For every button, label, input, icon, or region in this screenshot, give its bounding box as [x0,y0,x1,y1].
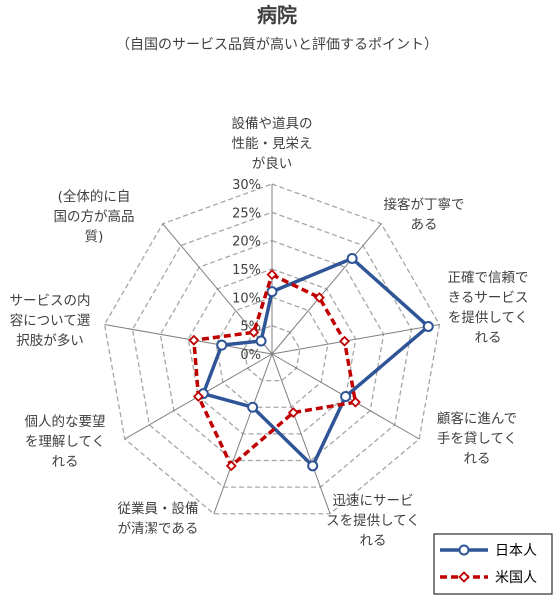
category-label: 顧客に進んで手を貸してくれる [437,410,517,467]
category-labels: 設備や道具の性能・見栄えが良い接客が丁寧である正確で信頼できるサービスを提供して… [10,116,529,549]
legend-label: 米国人 [495,570,537,586]
grid-ring [103,183,441,515]
series-line [201,256,431,468]
grid-spoke [271,353,331,514]
series-line [192,272,358,468]
data-point [313,292,325,304]
category-label: 設備や道具の性能・見栄えが良い [232,116,313,172]
tick-label: 0% [240,348,261,363]
grid-spoke [213,353,273,514]
category-label: 従業員・設備が清潔である [118,501,199,537]
category-label: 個人的な要望を理解してくれる [25,414,106,470]
legend-label: 日本人 [495,543,537,559]
data-point [422,320,434,332]
grid-spoke [104,323,273,355]
data-point [192,391,204,402]
data-point [340,391,352,402]
category-label: サービスの内容について選択肢が多い [10,293,91,349]
data-point [307,460,319,472]
grid-spoke [271,223,382,355]
chart-subtitle: （自国のサービス品質が高いと評価するポイント） [116,36,438,53]
data-point [339,335,351,347]
data-point [247,401,259,413]
chart-title: 病院 [257,3,297,27]
legend: 日本人 米国人 [433,533,553,595]
data-point [188,334,200,346]
category-label: 正確で信頼できるサービスを提供してくれる [448,270,529,346]
grid-ring [159,239,385,462]
radar-grid [103,183,441,515]
category-label: 接客が丁寧である [384,196,465,233]
data-point [225,460,237,472]
data-point [216,339,228,351]
data-point [349,396,361,408]
category-label: (全体的に自国の方が高品質) [54,188,135,245]
legend-swatch-marker [458,571,470,583]
legend-box [433,533,553,595]
tick-label: 30% [232,178,261,193]
tick-label: 20% [232,235,261,250]
data-point [255,335,267,347]
category-label: 迅速にサービスを提供してくれる [326,493,420,549]
data-point [287,407,299,419]
series-layer [188,252,434,472]
tick-label: 25% [232,206,261,221]
grid-ring [131,211,413,488]
data-point [346,252,358,264]
tick-label: 10% [232,291,261,306]
data-point [266,286,278,298]
data-point [248,326,260,338]
grid-ring [187,268,357,435]
tick-label: 15% [232,263,261,278]
legend-swatch-marker [458,544,470,556]
grid-ring [215,296,329,408]
grid-spoke [271,323,440,355]
data-point [266,269,278,281]
